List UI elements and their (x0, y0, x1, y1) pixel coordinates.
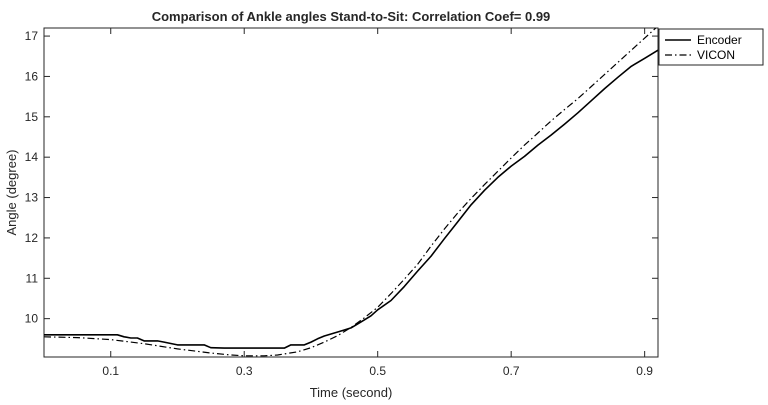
y-tick-label: 12 (25, 231, 39, 245)
x-tick-label: 0.7 (503, 364, 520, 378)
chart-title: Comparison of Ankle angles Stand-to-Sit:… (152, 9, 551, 24)
y-tick-label: 14 (25, 150, 39, 164)
y-tick-label: 11 (26, 271, 39, 285)
y-tick-label: 10 (25, 312, 39, 326)
legend-box (658, 28, 764, 66)
x-tick-label: 0.9 (636, 364, 653, 378)
y-tick-label: 15 (25, 110, 39, 124)
legend-label-vicon: VICON (697, 48, 735, 62)
x-axis: 0.1 0.3 0.5 0.7 0.9 (102, 28, 653, 378)
y-axis-label: Angle (degree) (4, 150, 19, 236)
y-tick-label: 17 (25, 29, 39, 43)
y-tick-label: 13 (25, 191, 39, 205)
series-line-vicon (44, 28, 657, 357)
plot-area (43, 27, 659, 358)
series-layer (44, 28, 658, 357)
y-axis: 10 11 12 13 14 15 16 17 (25, 29, 658, 326)
legend-label-encoder: Encoder (697, 33, 742, 47)
x-tick-label: 0.1 (102, 364, 119, 378)
x-tick-label: 0.3 (236, 364, 253, 378)
axes-box (43, 27, 659, 358)
x-tick-label: 0.5 (369, 364, 386, 378)
x-axis-label: Time (second) (310, 385, 393, 400)
y-tick-label: 16 (25, 69, 39, 83)
series-line-encoder (44, 49, 658, 349)
